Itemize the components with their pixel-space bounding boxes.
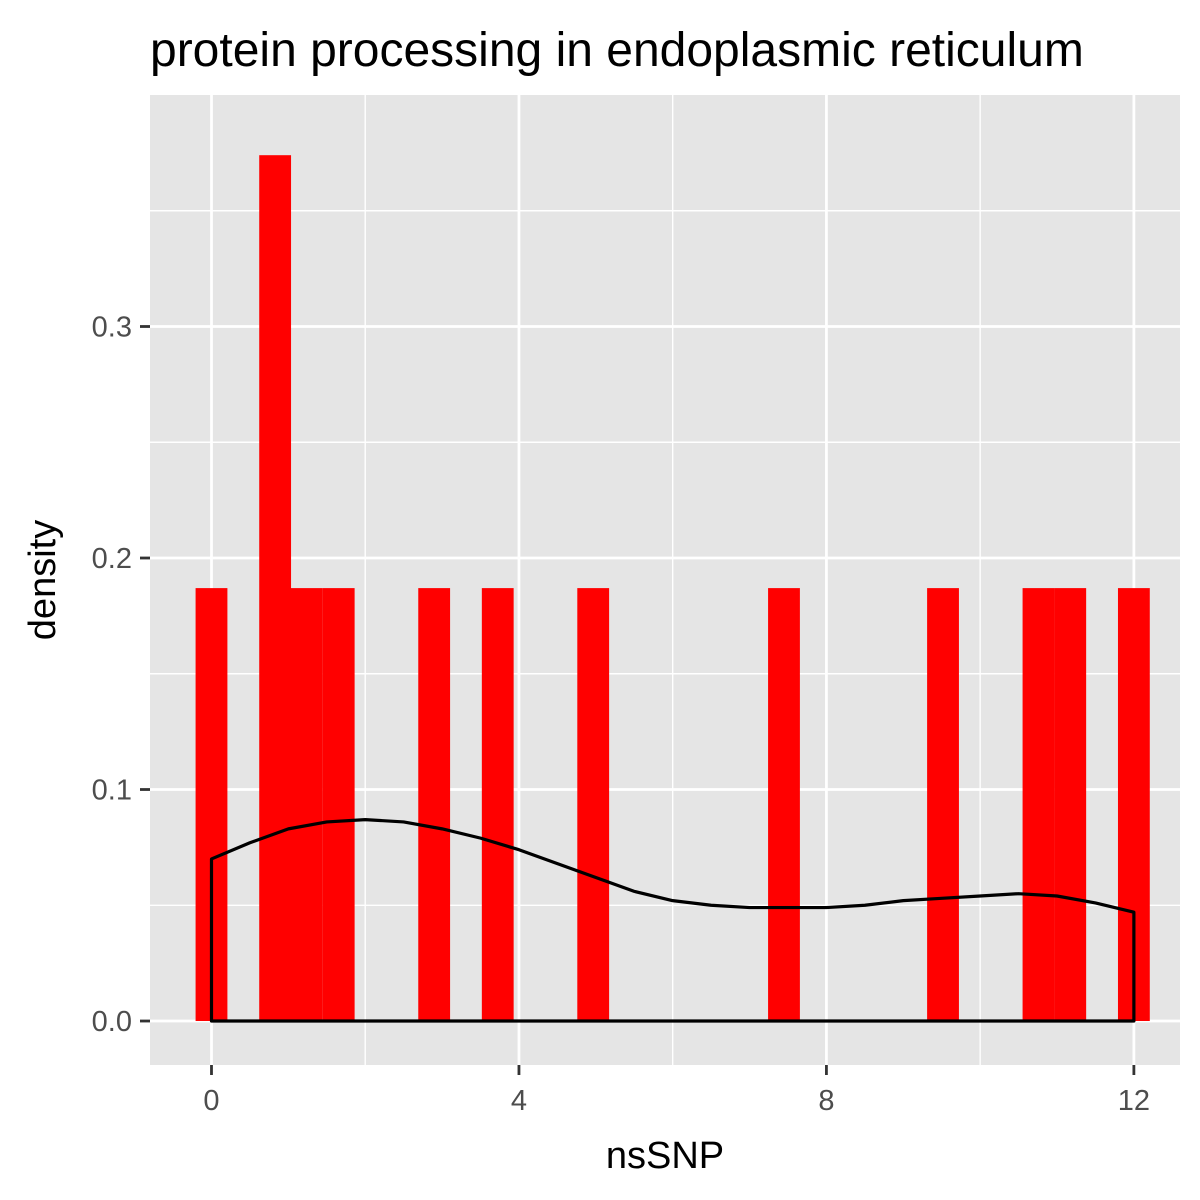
- x-axis-title: nsSNP: [606, 1135, 724, 1177]
- histogram-bar: [322, 588, 355, 1022]
- y-tick-label: 0.1: [92, 775, 132, 807]
- x-tick-label: 8: [818, 1085, 834, 1117]
- y-tick-label: 0.3: [92, 312, 132, 344]
- y-axis: 0.0 0.1 0.2 0.3: [92, 312, 150, 1038]
- histogram-bar: [768, 588, 800, 1022]
- histogram-bars: [195, 155, 1150, 1022]
- x-tick-label: 4: [511, 1085, 527, 1117]
- histogram-bar: [481, 588, 514, 1022]
- histogram-bar: [290, 588, 323, 1022]
- x-axis: 0 4 8 12: [203, 1065, 1150, 1117]
- histogram-bar: [259, 155, 292, 1022]
- histogram-bar: [577, 588, 610, 1022]
- x-tick-label: 0: [203, 1085, 219, 1117]
- histogram-bar: [418, 588, 451, 1022]
- y-tick-label: 0.0: [92, 1006, 132, 1038]
- y-axis-title: density: [22, 520, 64, 640]
- histogram-bar: [1022, 588, 1055, 1022]
- density-curve: [209, 818, 1136, 1023]
- chart-title: protein processing in endoplasmic reticu…: [150, 24, 1084, 77]
- histogram-bar: [1054, 588, 1087, 1022]
- x-tick-label: 12: [1118, 1085, 1150, 1117]
- y-tick-label: 0.2: [92, 543, 132, 575]
- histogram-bar: [927, 588, 959, 1022]
